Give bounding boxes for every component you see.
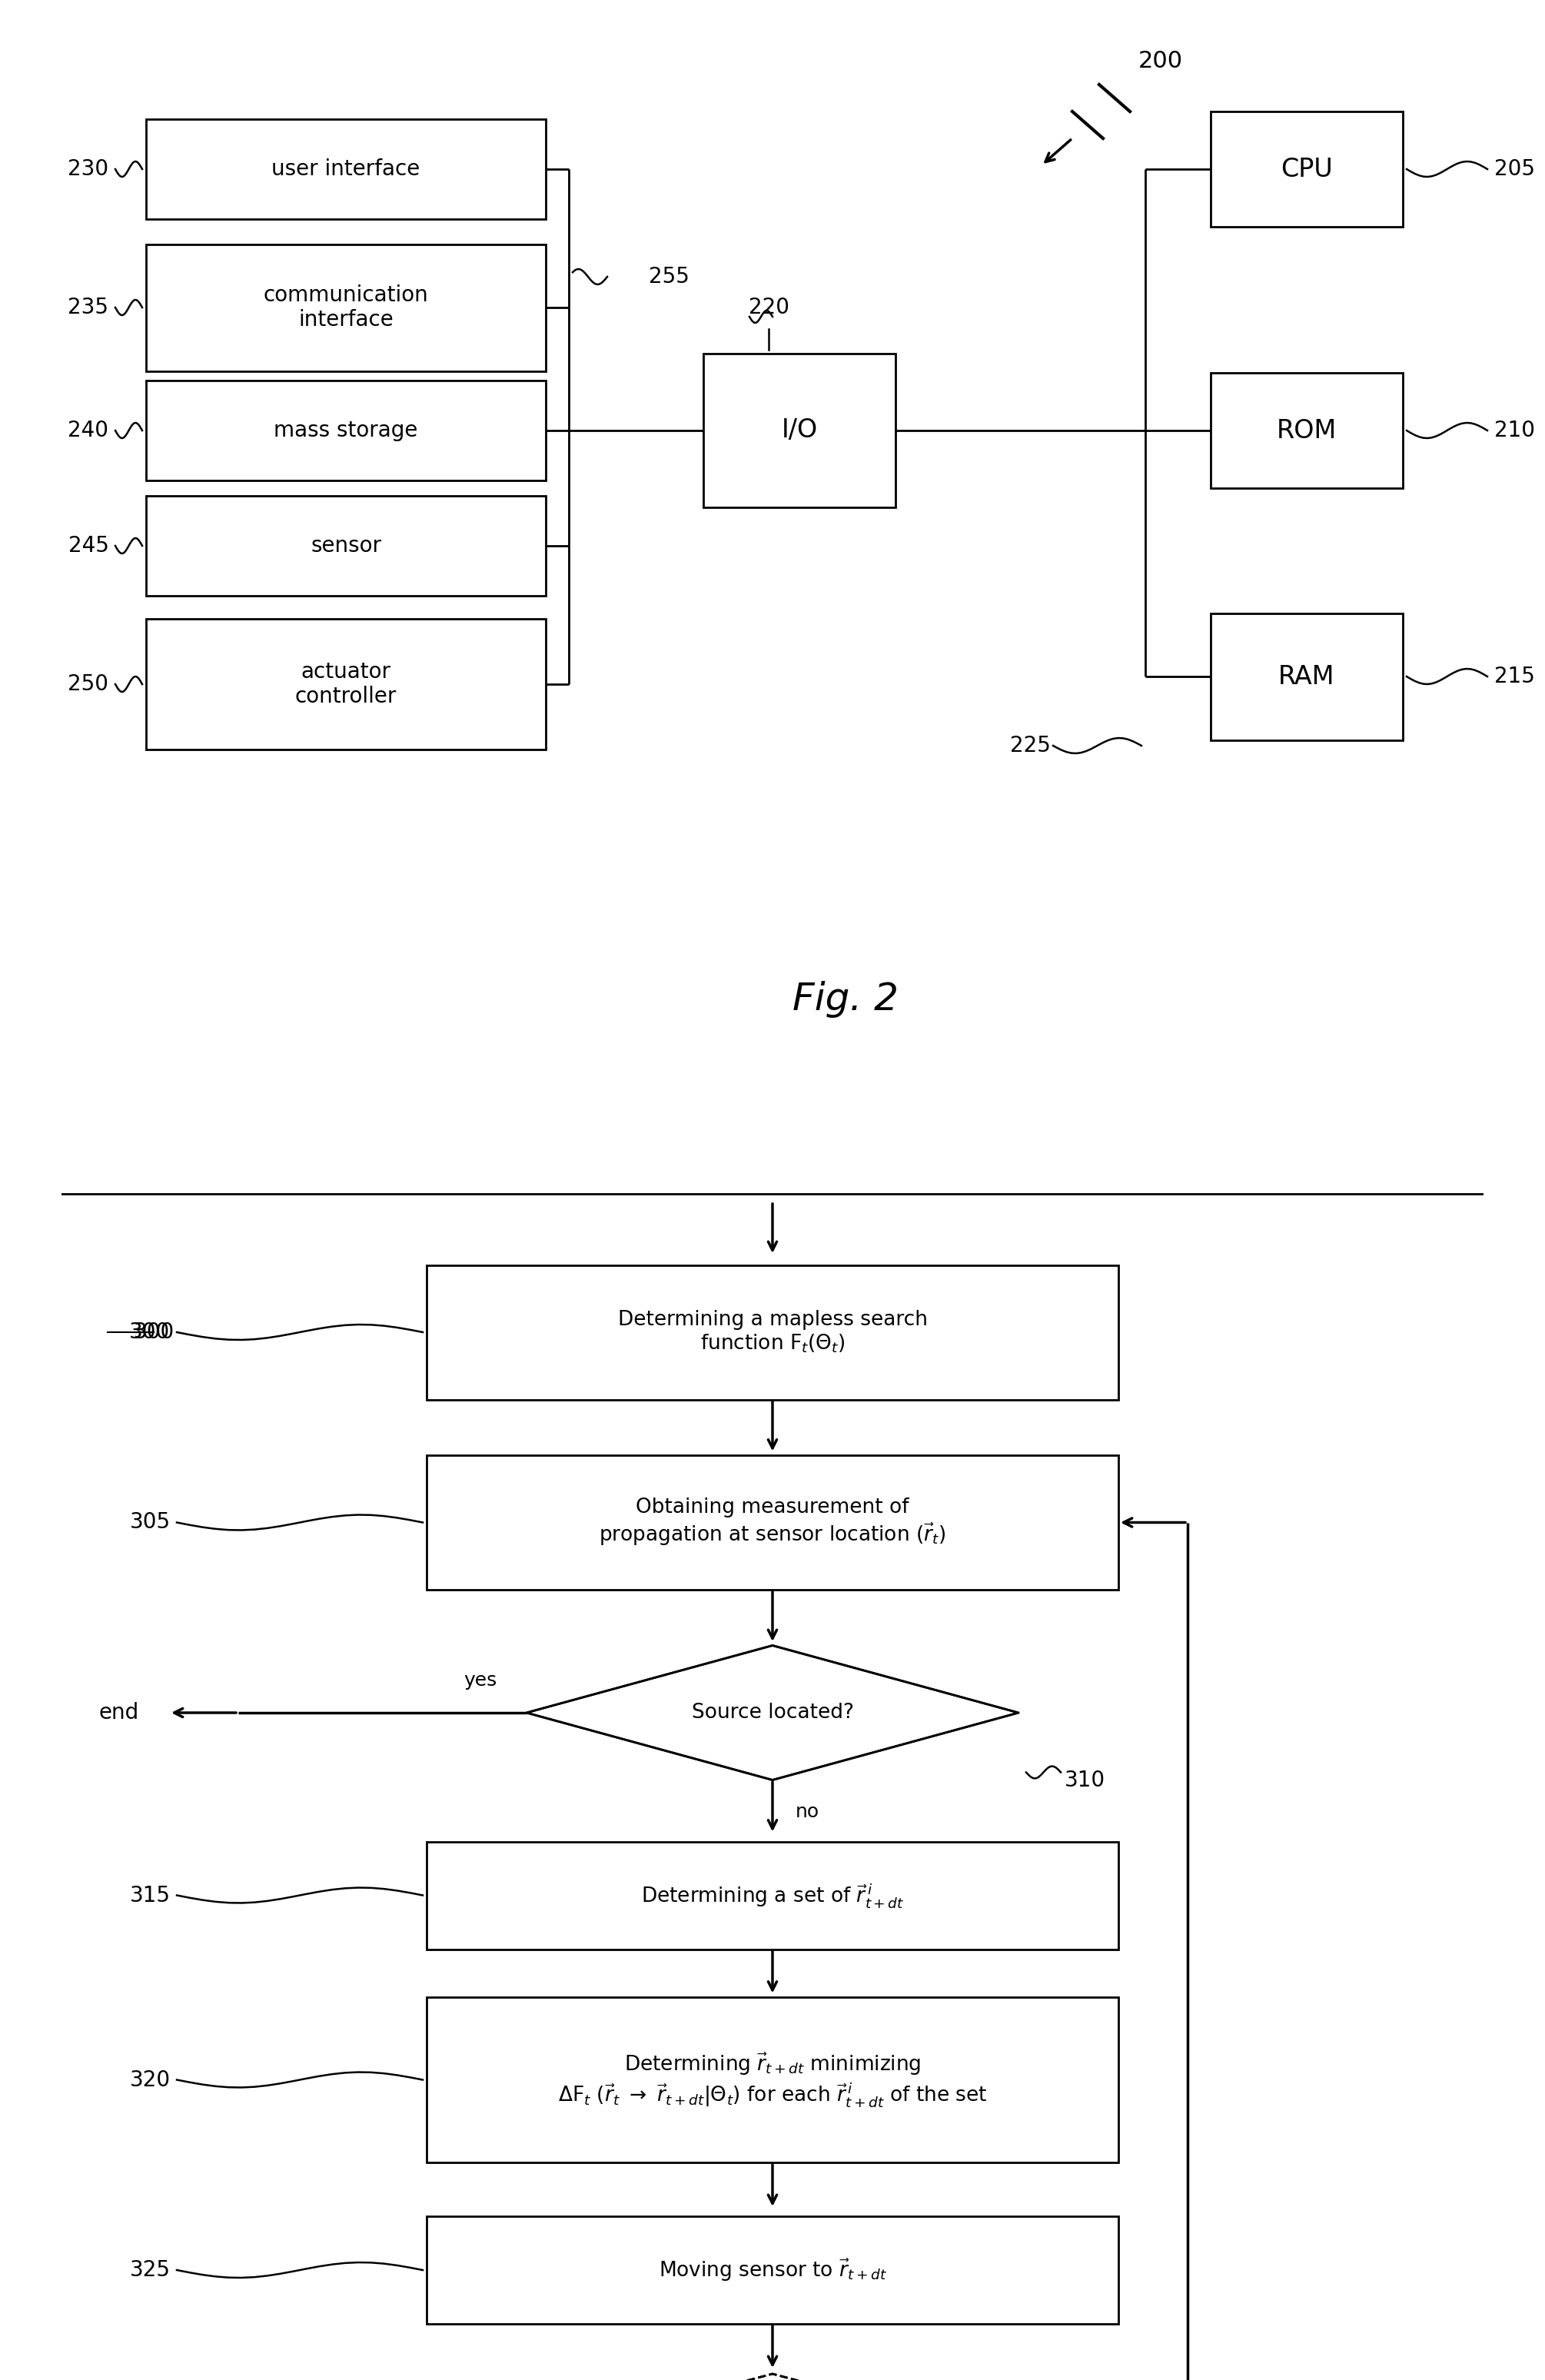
Text: RAM: RAM bbox=[1278, 664, 1335, 690]
Text: yes: yes bbox=[464, 1671, 497, 1690]
Text: Obtaining measurement of
propagation at sensor location ($\vec{r}_t$): Obtaining measurement of propagation at … bbox=[599, 1497, 946, 1547]
Text: Determining a mapless search
function F$_t$(Θ$_t$): Determining a mapless search function F$… bbox=[618, 1309, 927, 1354]
Text: 220: 220 bbox=[748, 298, 789, 319]
Polygon shape bbox=[527, 2373, 1018, 2380]
Text: 210: 210 bbox=[1494, 419, 1534, 440]
Text: no: no bbox=[796, 1804, 819, 1821]
Bar bbox=[1211, 614, 1403, 740]
Text: Fig. 2: Fig. 2 bbox=[793, 981, 899, 1019]
Text: actuator
controller: actuator controller bbox=[295, 662, 397, 707]
Text: 305: 305 bbox=[130, 1511, 170, 1533]
Text: Moving sensor to $\vec{r}_{t+dt}$: Moving sensor to $\vec{r}_{t+dt}$ bbox=[658, 2256, 887, 2282]
Text: end: end bbox=[99, 1702, 139, 1723]
Text: 225: 225 bbox=[1010, 735, 1051, 757]
Text: 245: 245 bbox=[68, 536, 108, 557]
Text: 215: 215 bbox=[1494, 666, 1534, 688]
Text: 300: 300 bbox=[133, 1321, 175, 1342]
Text: 200: 200 bbox=[1139, 50, 1183, 74]
Text: Source located?: Source located? bbox=[692, 1702, 853, 1723]
Text: 205: 205 bbox=[1494, 159, 1534, 181]
Bar bbox=[147, 381, 545, 481]
Text: ROM: ROM bbox=[1276, 419, 1336, 443]
Bar bbox=[147, 245, 545, 371]
Bar bbox=[426, 1842, 1119, 1949]
Bar bbox=[426, 1264, 1119, 1399]
Text: 255: 255 bbox=[649, 267, 689, 288]
Text: user interface: user interface bbox=[272, 159, 420, 181]
Bar bbox=[703, 355, 896, 507]
Text: CPU: CPU bbox=[1281, 157, 1333, 181]
Polygon shape bbox=[527, 1645, 1018, 1780]
Text: 250: 250 bbox=[68, 674, 108, 695]
Text: I/O: I/O bbox=[782, 419, 817, 443]
Bar bbox=[147, 119, 545, 219]
Text: 230: 230 bbox=[68, 159, 108, 181]
Text: communication
interface: communication interface bbox=[263, 283, 428, 331]
Text: mass storage: mass storage bbox=[273, 419, 417, 440]
Bar bbox=[426, 1454, 1119, 1590]
Bar bbox=[426, 1997, 1119, 2163]
Text: 320: 320 bbox=[130, 2068, 170, 2090]
Text: 235: 235 bbox=[68, 298, 108, 319]
Text: Determining $\vec{r}_{t+dt}$ minimizing
$\Delta$F$_t$ ($\vec{r}_t$ $\rightarrow$: Determining $\vec{r}_{t+dt}$ minimizing … bbox=[558, 2052, 987, 2109]
Bar bbox=[426, 2216, 1119, 2323]
Text: 300: 300 bbox=[130, 1321, 170, 1342]
Text: Determining a set of $\vec{r}^{\,i}_{t+dt}$: Determining a set of $\vec{r}^{\,i}_{t+d… bbox=[641, 1883, 904, 1909]
Text: 315: 315 bbox=[130, 1885, 170, 1906]
Text: 325: 325 bbox=[130, 2259, 170, 2280]
Bar bbox=[147, 495, 545, 595]
Text: sensor: sensor bbox=[311, 536, 382, 557]
Bar bbox=[1211, 112, 1403, 226]
Text: 310: 310 bbox=[1065, 1768, 1105, 1790]
Bar bbox=[147, 619, 545, 750]
Text: 240: 240 bbox=[68, 419, 108, 440]
Bar bbox=[1211, 374, 1403, 488]
